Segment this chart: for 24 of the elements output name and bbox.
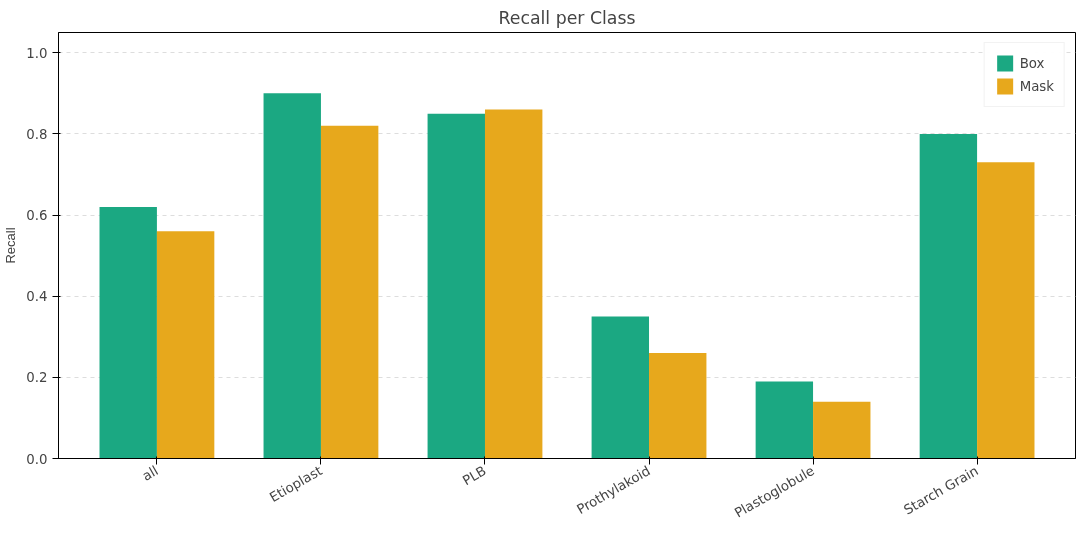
legend-label: Box [1019, 55, 1045, 71]
y-tick-label: 0.4 [26, 289, 48, 305]
bar [977, 162, 1035, 459]
y-tick-label: 0.2 [26, 370, 48, 386]
bar [156, 231, 215, 459]
x-tick-label: PLB [459, 463, 489, 489]
bar [99, 206, 157, 459]
y-tick-label: 0.0 [26, 451, 48, 467]
bar [591, 316, 650, 459]
bar [649, 353, 707, 459]
bar [320, 125, 379, 459]
legend-label: Mask [1019, 78, 1054, 94]
y-axis-title: Recall [3, 227, 19, 264]
bar [427, 113, 485, 459]
bar [484, 109, 543, 459]
bar [919, 133, 978, 459]
bar [263, 93, 321, 459]
y-tick-label: 1.0 [26, 45, 48, 61]
y-tick-label: 0.8 [26, 126, 48, 142]
bar [813, 401, 871, 459]
chart-title: Recall per Class [498, 7, 636, 28]
bar [755, 381, 814, 459]
y-tick-label: 0.6 [26, 208, 48, 224]
x-tick-label: all [139, 463, 161, 484]
